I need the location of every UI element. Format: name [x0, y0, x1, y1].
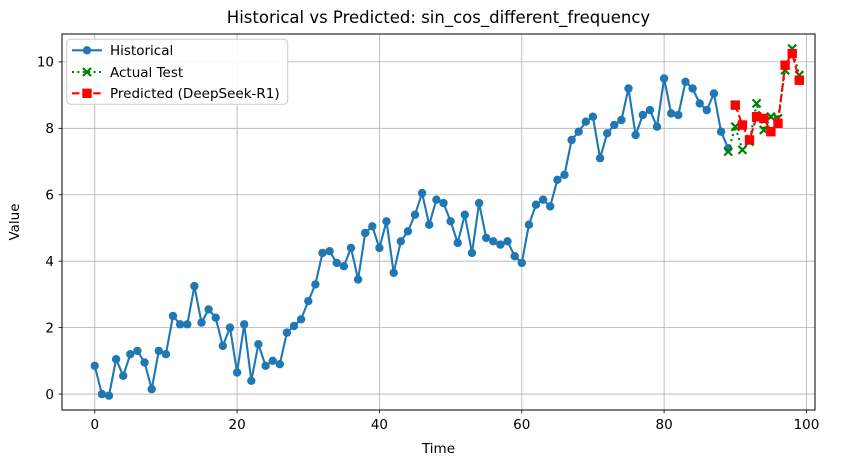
legend-label: Actual Test: [110, 65, 183, 81]
y-tick-label: 4: [45, 254, 54, 270]
predicted-deepseek-r1-series: [730, 48, 804, 145]
y-axis-label: Value: [7, 203, 23, 240]
x-tick-label: 100: [794, 417, 820, 433]
chart-title: Historical vs Predicted: sin_cos_differe…: [227, 8, 651, 28]
legend-item-actual-test: Actual Test: [72, 65, 183, 81]
plot-area-border: [61, 33, 816, 411]
x-tick-label: 60: [513, 417, 530, 433]
y-tick-label: 10: [37, 55, 54, 71]
legend-label: Predicted (DeepSeek-R1): [110, 86, 280, 102]
x-tick-label: 0: [90, 417, 99, 433]
y-tick-label: 0: [45, 387, 54, 403]
y-axis: 0 2 4 6 8 10: [37, 55, 62, 403]
y-tick-label: 8: [45, 121, 54, 137]
legend-item-historical: Historical: [72, 43, 173, 59]
historical-series: [90, 74, 733, 400]
x-tick-label: 40: [371, 417, 388, 433]
x-tick-label: 80: [656, 417, 673, 433]
x-tick-label: 20: [228, 417, 245, 433]
legend: Historical Actual Test Predicted (DeepSeek…: [66, 38, 289, 105]
legend-label: Historical: [110, 43, 173, 59]
x-axis-label: Time: [421, 441, 455, 457]
y-tick-label: 6: [45, 188, 54, 204]
x-axis: 0 20 40 60 80 100: [90, 410, 819, 433]
y-tick-label: 2: [45, 320, 54, 336]
legend-item-predicted-deepseek-r1: Predicted (DeepSeek-R1): [72, 86, 280, 102]
